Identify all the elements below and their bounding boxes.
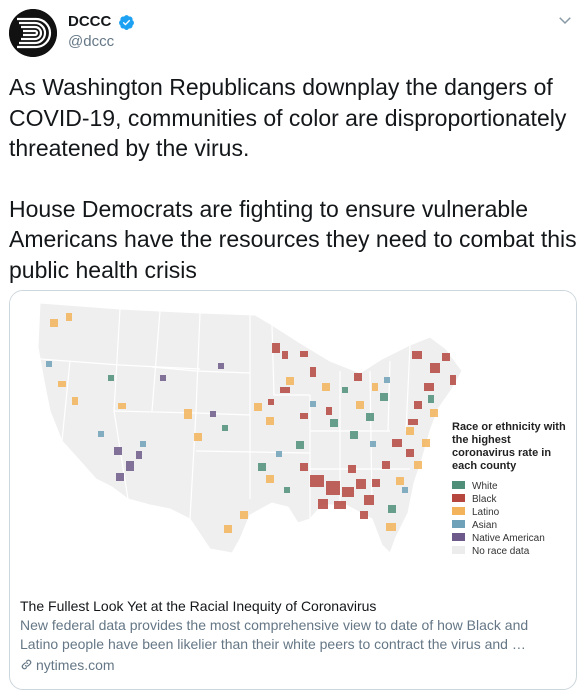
tweet-paragraph-1: As Washington Republicans downplay the d… [9, 74, 567, 161]
card-title[interactable]: The Fullest Look Yet at the Racial Inequ… [20, 598, 377, 614]
legend-swatch [452, 546, 465, 554]
legend-item-asian: Asian [452, 519, 572, 532]
legend-swatch [452, 533, 465, 541]
tweet-header: DCCC @dccc [9, 9, 574, 57]
display-name[interactable]: DCCC [68, 13, 112, 30]
card-domain-text[interactable]: nytimes.com [36, 657, 115, 673]
us-county-map-image [10, 291, 576, 587]
legend-item-black: Black [452, 493, 572, 506]
legend-item-latino: Latino [452, 506, 572, 519]
county-clusters [46, 313, 456, 533]
legend-swatch [452, 520, 465, 528]
legend-item-no-data: No race data [452, 545, 572, 558]
verified-badge-icon [118, 14, 134, 30]
account-names: DCCC @dccc [68, 12, 135, 52]
tweet-paragraph-2: House Democrats are fighting to ensure v… [9, 195, 577, 283]
link-card[interactable]: Race or ethnicity with the highest coron… [9, 290, 577, 690]
card-domain[interactable]: nytimes.com [20, 655, 566, 675]
card-description: New federal data provides the most compr… [20, 617, 529, 652]
dccc-logo-icon [9, 9, 57, 57]
legend-item-white: White [452, 480, 572, 493]
legend-swatch [452, 494, 465, 502]
legend-title: Race or ethnicity with the highest coron… [452, 421, 566, 472]
legend-item-native-american: Native American [452, 532, 572, 545]
chevron-down-icon[interactable] [556, 11, 574, 29]
handle[interactable]: @dccc [68, 33, 115, 50]
card-body[interactable]: The Fullest Look Yet at the Racial Inequ… [10, 587, 576, 684]
legend-swatch [452, 507, 465, 515]
link-icon [21, 659, 32, 670]
map-legend: Race or ethnicity with the highest coron… [452, 421, 572, 558]
card-image[interactable]: Race or ethnicity with the highest coron… [10, 291, 576, 587]
legend-swatch [452, 481, 465, 489]
tweet-text: As Washington Republicans downplay the d… [9, 72, 577, 285]
avatar[interactable] [9, 9, 57, 57]
state-borders [39, 308, 411, 520]
